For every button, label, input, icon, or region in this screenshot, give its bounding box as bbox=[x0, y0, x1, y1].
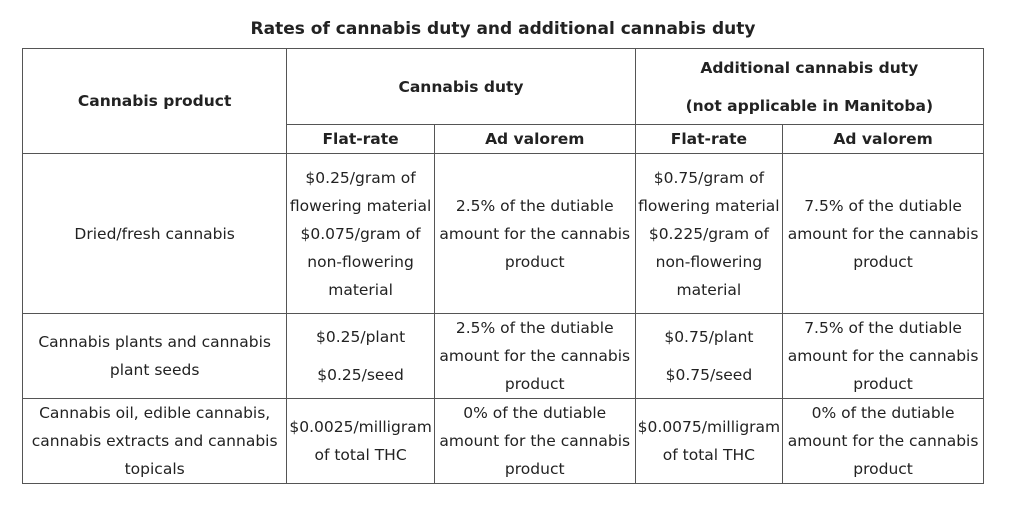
cell-product: Cannabis plants and cannabis plant seeds bbox=[21, 313, 288, 399]
cell-line: amount for the cannabis bbox=[439, 347, 631, 365]
cell-line: amount for the cannabis bbox=[439, 432, 631, 450]
cell-acd-flat-rate: $0.0075/milligram of total THC bbox=[634, 398, 784, 484]
cell-line: $0.75/gram of bbox=[653, 168, 765, 187]
cell-line: amount for the cannabis bbox=[787, 224, 979, 243]
cell-line: material bbox=[676, 280, 742, 299]
cell-line: 0% of the dutiable bbox=[463, 404, 607, 422]
subheader-cd-flat-rate: Flat-rate bbox=[286, 124, 435, 154]
cell-line: product bbox=[504, 460, 565, 478]
header-cannabis-product: Cannabis product bbox=[21, 48, 288, 154]
cell-line: 0% of the dutiable bbox=[811, 404, 955, 422]
cell-line: 2.5% of the dutiable bbox=[455, 319, 614, 337]
cell-line: product bbox=[504, 252, 565, 271]
subheader-cd-ad-valorem: Ad valorem bbox=[433, 124, 636, 154]
cell-line: 7.5% of the dutiable bbox=[804, 196, 962, 215]
cell-line: $0.075/gram of bbox=[300, 224, 421, 243]
cell-line: Cannabis oil, edible cannabis, bbox=[39, 404, 271, 422]
cell-line: $0.25/seed bbox=[317, 366, 404, 384]
table-row: Dried/fresh cannabis $0.25/gram of flowe… bbox=[21, 153, 984, 314]
cell-line: plant seeds bbox=[109, 361, 200, 379]
header-additional-duty-note: (not applicable in Manitoba) bbox=[685, 96, 934, 115]
cell-line: $0.75/plant bbox=[664, 328, 754, 346]
header-cannabis-duty: Cannabis duty bbox=[286, 48, 636, 125]
cell-line: topicals bbox=[124, 460, 185, 478]
cell-line: amount for the cannabis bbox=[787, 347, 979, 365]
cell-line: 2.5% of the dutiable bbox=[455, 196, 614, 215]
cell-cd-flat-rate: $0.25/gram of flowering material $0.075/… bbox=[286, 153, 435, 314]
cell-product: Dried/fresh cannabis bbox=[21, 153, 288, 314]
cell-product: Cannabis oil, edible cannabis, cannabis … bbox=[21, 398, 288, 484]
table-row: Cannabis plants and cannabis plant seeds… bbox=[21, 313, 984, 399]
cell-line: flowering material bbox=[289, 196, 432, 215]
cell-line: 7.5% of the dutiable bbox=[804, 319, 962, 337]
header-row: Cannabis product Cannabis duty Additiona… bbox=[21, 48, 985, 154]
subheader-row: Flat-rate Ad valorem Flat-rate Ad valore… bbox=[23, 124, 984, 154]
cell-line: $0.0025/milligram bbox=[289, 418, 432, 436]
cell-line: amount for the cannabis bbox=[439, 224, 631, 243]
cell-line: $0.75/seed bbox=[665, 366, 753, 384]
table-caption: Rates of cannabis duty and additional ca… bbox=[250, 19, 756, 39]
cell-cd-ad-valorem: 2.5% of the dutiable amount for the cann… bbox=[433, 313, 636, 399]
cell-line: product bbox=[853, 375, 913, 393]
duty-rates-table: Cannabis product Cannabis duty Additiona… bbox=[21, 48, 985, 484]
table-row: Cannabis oil, edible cannabis, cannabis … bbox=[21, 398, 984, 484]
cell-line: $0.0075/milligram bbox=[637, 418, 781, 436]
cell-line: amount for the cannabis bbox=[787, 432, 979, 450]
cell-acd-flat-rate: $0.75/plant $0.75/seed bbox=[634, 313, 784, 399]
cell-line: Cannabis plants and cannabis bbox=[38, 333, 271, 351]
cell-line: of total THC bbox=[662, 446, 755, 464]
cell-line: non-flowering bbox=[655, 252, 763, 271]
cell-acd-ad-valorem: 7.5% of the dutiable amount for the cann… bbox=[782, 153, 984, 314]
cell-line: product bbox=[504, 375, 565, 393]
subheader-acd-flat-rate: Flat-rate bbox=[634, 124, 784, 154]
cell-cd-ad-valorem: 2.5% of the dutiable amount for the cann… bbox=[433, 153, 636, 314]
cell-line: of total THC bbox=[314, 446, 407, 464]
cell-line: product bbox=[853, 252, 913, 271]
cell-line: product bbox=[853, 460, 913, 478]
cell-line: material bbox=[328, 280, 393, 299]
cell-acd-flat-rate: $0.75/gram of flowering material $0.225/… bbox=[634, 153, 784, 314]
cell-line: non-flowering bbox=[307, 252, 414, 271]
cell-line: flowering material bbox=[638, 196, 780, 215]
cell-acd-ad-valorem: 7.5% of the dutiable amount for the cann… bbox=[782, 313, 984, 399]
header-additional-duty-title: Additional cannabis duty bbox=[700, 58, 919, 77]
cell-line: $0.25/plant bbox=[316, 328, 406, 346]
cell-cd-flat-rate: $0.25/plant $0.25/seed bbox=[286, 313, 435, 399]
cell-line: cannabis extracts and cannabis bbox=[31, 432, 278, 450]
cell-cd-flat-rate: $0.0025/milligram of total THC bbox=[286, 398, 435, 484]
cell-cd-ad-valorem: 0% of the dutiable amount for the cannab… bbox=[433, 398, 636, 484]
cell-line: $0.25/gram of bbox=[305, 168, 416, 187]
cell-acd-ad-valorem: 0% of the dutiable amount for the cannab… bbox=[782, 398, 984, 484]
cell-line: $0.225/gram of bbox=[648, 224, 769, 243]
header-additional-duty: Additional cannabis duty (not applicable… bbox=[634, 48, 985, 125]
subheader-acd-ad-valorem: Ad valorem bbox=[782, 124, 984, 154]
